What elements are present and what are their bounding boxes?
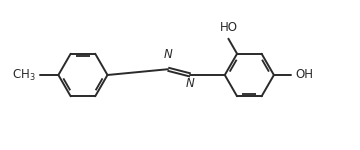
Text: N: N xyxy=(163,48,172,61)
Text: N: N xyxy=(186,77,195,90)
Text: CH$_3$: CH$_3$ xyxy=(12,68,36,82)
Text: OH: OH xyxy=(295,69,313,81)
Text: HO: HO xyxy=(219,21,237,34)
